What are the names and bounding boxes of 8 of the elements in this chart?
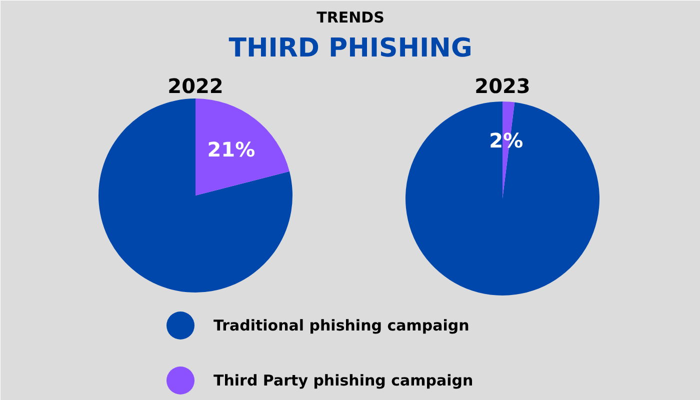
legend-label: Third Party phishing campaign: [214, 372, 474, 390]
data-label: 2%: [489, 128, 524, 152]
legend-label: Traditional phishing campaign: [214, 316, 470, 334]
text: THIRD PHISHING: [228, 34, 472, 64]
chart-title: 2022: [168, 74, 224, 98]
text: TRENDS: [316, 8, 384, 26]
data-label: 21%: [207, 138, 256, 162]
chart-title: 2023: [474, 74, 530, 98]
